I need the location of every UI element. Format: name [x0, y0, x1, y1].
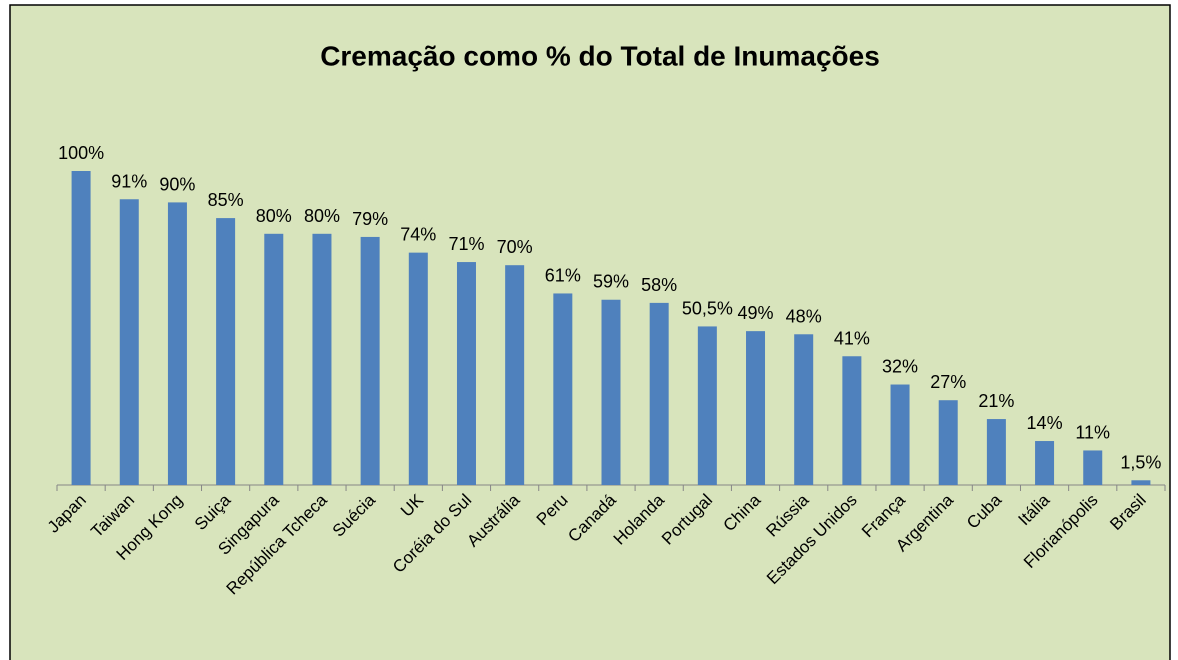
data-label: 21% — [978, 391, 1014, 411]
data-label: 27% — [930, 372, 966, 392]
bar — [216, 218, 236, 485]
data-label: 61% — [545, 265, 581, 285]
data-label: 41% — [834, 328, 870, 348]
bar — [890, 384, 910, 485]
data-label: 74% — [400, 225, 436, 245]
bar — [1131, 480, 1151, 485]
data-label: 80% — [256, 206, 292, 226]
bar — [842, 356, 862, 485]
bar — [986, 419, 1006, 485]
chart-title: Cremação como % do Total de Inumações — [320, 40, 880, 71]
bar — [553, 293, 573, 485]
bar — [697, 326, 717, 485]
bar — [264, 233, 284, 485]
chart-background — [9, 4, 1171, 660]
data-label: 70% — [497, 237, 533, 257]
data-label: 79% — [352, 209, 388, 229]
bar — [71, 171, 91, 485]
bar — [119, 199, 139, 485]
bar — [167, 202, 187, 485]
data-label: 80% — [304, 206, 340, 226]
bar — [312, 233, 332, 485]
data-label: 58% — [641, 275, 677, 295]
data-label: 49% — [738, 303, 774, 323]
data-label: 50,5% — [682, 298, 733, 318]
bar — [456, 262, 476, 485]
data-label: 11% — [1075, 422, 1110, 442]
bar — [601, 299, 621, 485]
data-label: 91% — [111, 171, 147, 191]
bar — [1083, 450, 1103, 485]
bar — [938, 400, 958, 485]
bar — [1035, 441, 1055, 485]
bar — [746, 331, 766, 485]
bar — [408, 252, 428, 485]
data-label: 1,5% — [1120, 452, 1161, 472]
bar — [649, 302, 669, 485]
data-label: 32% — [882, 357, 918, 377]
bar — [360, 236, 380, 485]
data-label: 59% — [593, 272, 629, 292]
data-label: 14% — [1027, 413, 1063, 433]
bar — [505, 265, 525, 485]
data-label: 71% — [448, 234, 484, 254]
data-label: 90% — [159, 174, 195, 194]
data-label: 48% — [786, 306, 822, 326]
data-label: 85% — [208, 190, 244, 210]
data-label: 100% — [58, 143, 104, 163]
bar — [794, 334, 814, 485]
